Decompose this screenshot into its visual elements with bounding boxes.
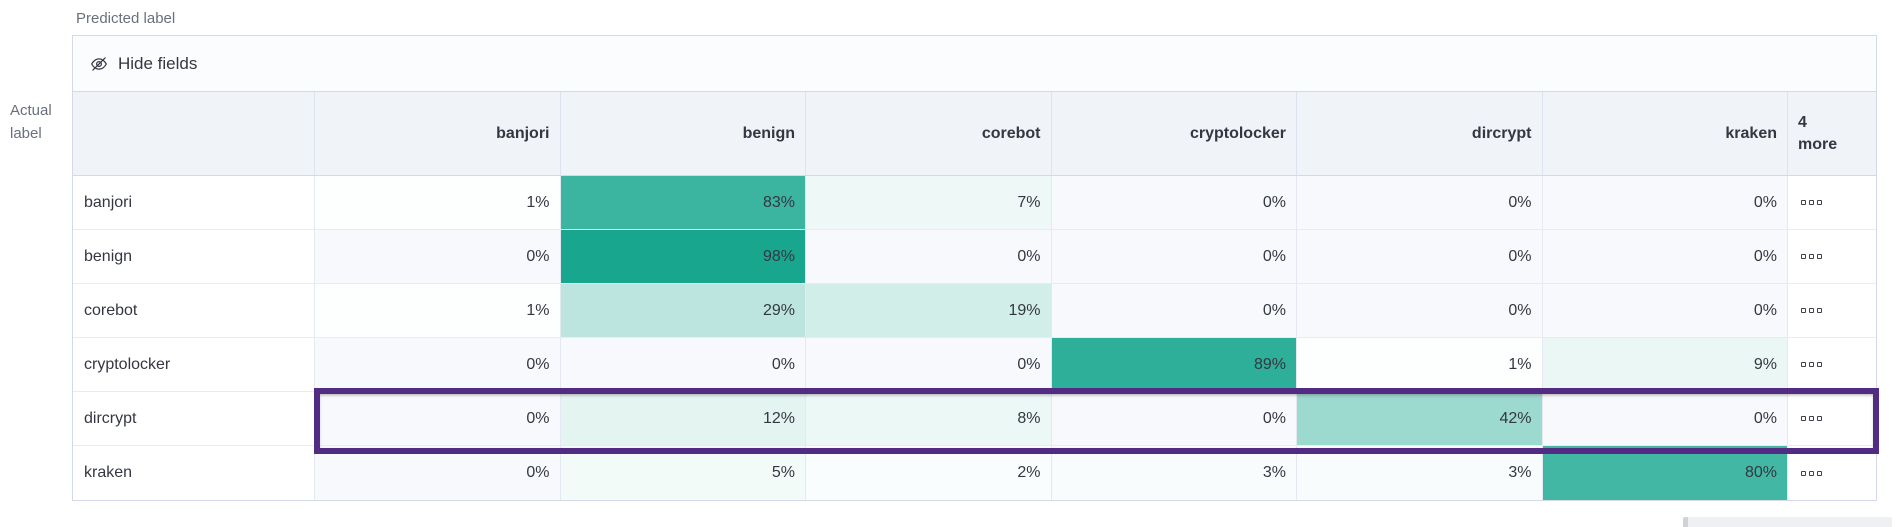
cell-corebot-banjori[interactable]: 1% (315, 284, 561, 337)
boxes-horizontal-icon (1801, 416, 1822, 421)
confusion-matrix-grid: banjori 1% 83% 7% 0% 0% 0% benign 0% 98% 0% 0% 0% 0% c… (73, 176, 1876, 500)
column-header-cryptolocker[interactable]: cryptolocker (1052, 92, 1297, 175)
cell-kraken-corebot[interactable]: 2% (806, 446, 1052, 500)
cell-benign-cryptolocker[interactable]: 0% (1051, 230, 1297, 283)
column-header-banjori[interactable]: banjori (315, 92, 561, 175)
cell-banjori-banjori[interactable]: 1% (315, 176, 561, 229)
row-actions-button-banjori[interactable] (1788, 176, 1876, 229)
confusion-matrix-table: Hide fields banjori benign corebot cryptolo… (72, 35, 1879, 501)
cell-dircrypt-cryptolocker[interactable]: 0% (1051, 392, 1297, 445)
table-row-dircrypt: dircrypt 0% 12% 8% 0% 42% 0% (73, 392, 1876, 446)
cell-dircrypt-corebot[interactable]: 8% (806, 392, 1052, 445)
horizontal-scrollbar-thumb[interactable] (1683, 517, 1892, 527)
boxes-horizontal-icon (1801, 200, 1822, 205)
boxes-horizontal-icon (1801, 362, 1822, 367)
predicted-axis-label: Predicted label (76, 10, 176, 27)
cell-benign-banjori[interactable]: 0% (315, 230, 561, 283)
cell-cryptolocker-benign[interactable]: 0% (560, 338, 806, 391)
row-actions-button-cryptolocker[interactable] (1788, 338, 1876, 391)
table-row-banjori: banjori 1% 83% 7% 0% 0% 0% (73, 176, 1876, 230)
boxes-horizontal-icon (1801, 470, 1822, 476)
cell-cryptolocker-dircrypt[interactable]: 1% (1297, 338, 1543, 391)
row-label-kraken[interactable]: kraken (73, 446, 315, 500)
cell-cryptolocker-kraken[interactable]: 9% (1542, 338, 1788, 391)
cell-kraken-banjori[interactable]: 0% (315, 446, 561, 500)
cell-corebot-benign[interactable]: 29% (560, 284, 806, 337)
row-actions-button-benign[interactable] (1788, 230, 1876, 283)
cell-corebot-dircrypt[interactable]: 0% (1297, 284, 1543, 337)
row-actions-button-kraken[interactable] (1788, 446, 1876, 500)
cell-dircrypt-banjori[interactable]: 0% (315, 392, 561, 445)
cell-banjori-kraken[interactable]: 0% (1542, 176, 1788, 229)
row-label-dircrypt[interactable]: dircrypt (73, 392, 315, 445)
boxes-horizontal-icon (1801, 254, 1822, 259)
column-header-kraken[interactable]: kraken (1543, 92, 1788, 175)
grid-controls-bar: Hide fields (73, 36, 1876, 92)
cell-corebot-corebot[interactable]: 19% (806, 284, 1052, 337)
cell-dircrypt-benign[interactable]: 12% (560, 392, 806, 445)
cell-benign-corebot[interactable]: 0% (806, 230, 1052, 283)
cell-benign-benign[interactable]: 98% (560, 230, 806, 283)
cell-banjori-corebot[interactable]: 7% (806, 176, 1052, 229)
cell-dircrypt-dircrypt[interactable]: 42% (1297, 392, 1543, 445)
cell-corebot-cryptolocker[interactable]: 0% (1051, 284, 1297, 337)
cell-kraken-benign[interactable]: 5% (560, 446, 806, 500)
column-header-more[interactable]: 4 more (1798, 113, 1838, 153)
cell-benign-dircrypt[interactable]: 0% (1297, 230, 1543, 283)
cell-benign-kraken[interactable]: 0% (1542, 230, 1788, 283)
hide-fields-label: Hide fields (118, 53, 198, 73)
column-header-corebot[interactable]: corebot (806, 92, 1052, 175)
row-label-cryptolocker[interactable]: cryptolocker (73, 338, 315, 391)
actual-axis-label: Actual label (10, 102, 52, 142)
column-header-benign[interactable]: benign (561, 92, 806, 175)
cell-cryptolocker-banjori[interactable]: 0% (315, 338, 561, 391)
cell-kraken-kraken[interactable]: 80% (1542, 446, 1788, 500)
table-row-benign: benign 0% 98% 0% 0% 0% 0% (73, 230, 1876, 284)
column-header-row: banjori benign corebot cryptolocker dircrypt… (73, 92, 1876, 176)
row-label-benign[interactable]: benign (73, 230, 315, 283)
cell-cryptolocker-cryptolocker[interactable]: 89% (1051, 338, 1297, 391)
cell-cryptolocker-corebot[interactable]: 0% (806, 338, 1052, 391)
boxes-horizontal-icon (1801, 308, 1822, 313)
header-corner-cell (73, 92, 315, 175)
cell-banjori-benign[interactable]: 83% (560, 176, 806, 229)
cell-kraken-dircrypt[interactable]: 3% (1297, 446, 1543, 500)
row-actions-button-dircrypt[interactable] (1788, 392, 1876, 445)
table-row-kraken: kraken 0% 5% 2% 3% 3% 80% (73, 446, 1876, 500)
cell-banjori-dircrypt[interactable]: 0% (1297, 176, 1543, 229)
table-row-cryptolocker: cryptolocker 0% 0% 0% 89% 1% 9% (73, 338, 1876, 392)
column-header-dircrypt[interactable]: dircrypt (1297, 92, 1543, 175)
hide-fields-button[interactable]: Hide fields (90, 54, 197, 74)
table-row-corebot: corebot 1% 29% 19% 0% 0% 0% (73, 284, 1876, 338)
row-label-corebot[interactable]: corebot (73, 284, 315, 337)
eye-closed-icon (90, 55, 108, 73)
row-label-banjori[interactable]: banjori (73, 176, 315, 229)
row-actions-button-corebot[interactable] (1788, 284, 1876, 337)
cell-corebot-kraken[interactable]: 0% (1542, 284, 1788, 337)
cell-dircrypt-kraken[interactable]: 0% (1542, 392, 1788, 445)
cell-kraken-cryptolocker[interactable]: 3% (1051, 446, 1297, 500)
cell-banjori-cryptolocker[interactable]: 0% (1051, 176, 1297, 229)
